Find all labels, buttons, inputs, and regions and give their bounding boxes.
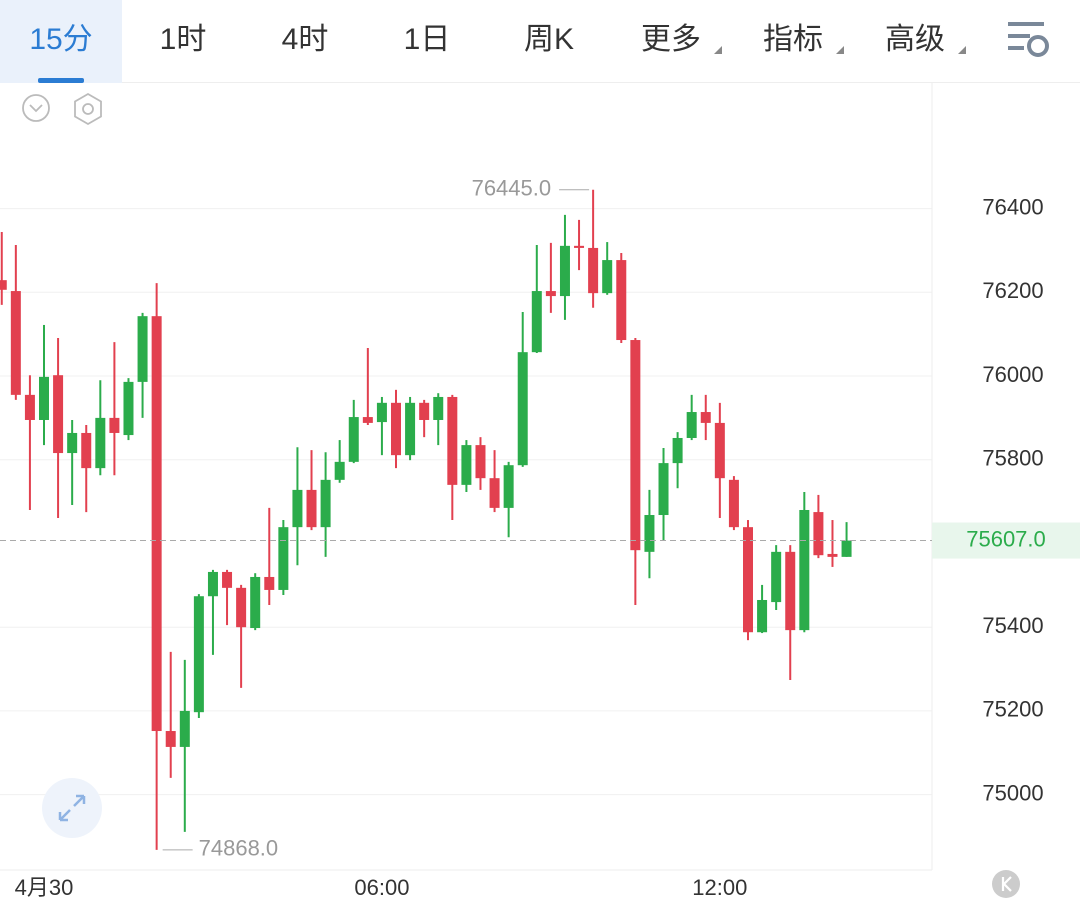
candle-body [686, 412, 697, 438]
candle-body [179, 710, 190, 747]
candle-body [334, 461, 345, 480]
max-label: 76445.0 [472, 176, 552, 201]
x-tick-label: 12:00 [692, 875, 747, 900]
candle-body [447, 396, 458, 485]
candle-body [24, 394, 35, 420]
candle-body [658, 463, 669, 516]
candle-body [757, 599, 768, 633]
candle-body [109, 417, 120, 433]
candle-body [362, 417, 373, 423]
candle-body [95, 417, 106, 469]
candle-body [10, 291, 21, 395]
candle-body [0, 280, 7, 290]
candle-body [433, 396, 444, 420]
candle-body [503, 465, 514, 508]
candle-body [405, 402, 416, 456]
candle-body [81, 432, 92, 469]
settings-dot [82, 103, 94, 115]
candle-body [559, 245, 570, 297]
candle-body [489, 478, 500, 508]
last-price-box [932, 522, 1080, 559]
candle-body [137, 316, 148, 382]
y-tick-label: 76000 [982, 362, 1043, 387]
scroll-end-button[interactable] [992, 870, 1020, 898]
period-tab[interactable]: 1时 [159, 23, 207, 56]
candle-body [728, 479, 739, 528]
candle-body [841, 540, 852, 557]
candle-body [588, 247, 599, 294]
candle-body [813, 512, 824, 556]
candle-body [672, 437, 683, 464]
candle-body [517, 352, 528, 466]
layout-gear [1027, 35, 1049, 57]
candle-body [531, 291, 542, 353]
period-tab[interactable]: 1日 [403, 23, 451, 56]
candle-body [700, 412, 711, 423]
settings-icon[interactable] [74, 92, 102, 126]
y-tick-label: 76200 [982, 278, 1043, 303]
period-tabs: 15分 1时 4时 1日 周K 更多 指标 高级 [0, 0, 1080, 83]
expand-arrows [58, 794, 86, 822]
x-tick-label: 06:00 [354, 875, 409, 900]
y-tick-label: 75000 [982, 780, 1043, 805]
candle-body [630, 340, 641, 551]
candle-body [714, 422, 725, 479]
y-tick-label: 75800 [982, 446, 1043, 471]
candle-body [151, 316, 162, 732]
y-tick-label: 75200 [982, 697, 1043, 722]
candle-body [785, 551, 796, 631]
candle-body [53, 375, 64, 454]
candle-body [616, 260, 627, 341]
candle-body [123, 381, 134, 436]
candle-body [348, 417, 359, 462]
candle-body [644, 515, 655, 552]
period-tab[interactable]: 周K [523, 23, 574, 56]
y-tick-label: 76400 [982, 194, 1043, 219]
candle-body [207, 571, 218, 597]
candle-body [165, 731, 176, 747]
period-tab[interactable]: 高级 [854, 0, 976, 83]
candle-body [574, 245, 585, 248]
candle-body [376, 402, 387, 423]
candle-body [391, 402, 401, 456]
candle-body [827, 553, 838, 557]
period-tab[interactable]: 15分 [0, 0, 122, 83]
candle-body [306, 489, 317, 528]
candle-body [799, 509, 810, 631]
candle-body [236, 587, 247, 628]
period-tab[interactable]: 指标 [732, 0, 854, 83]
candle-body [250, 576, 261, 629]
candle-body [602, 260, 613, 294]
candle-body [545, 291, 556, 297]
candle-body [264, 576, 275, 590]
candle-body [771, 551, 782, 603]
candle-body [320, 479, 331, 528]
collapse-arrow [29, 104, 43, 113]
candle-body [222, 571, 233, 588]
candle-body [67, 432, 78, 454]
x-tick-label: 4月30 [15, 875, 74, 900]
period-tab[interactable]: 4时 [281, 23, 329, 56]
period-tab[interactable]: 更多 [610, 0, 732, 83]
candle-body [193, 596, 204, 713]
min-label: 74868.0 [199, 836, 279, 861]
candle-body [292, 489, 303, 528]
candle-body [475, 445, 486, 479]
layout-lines [1008, 22, 1044, 50]
candle-body [419, 402, 430, 420]
scroll-end-icon [1001, 876, 1012, 892]
last-price-label: 75607.0 [966, 526, 1046, 551]
expand-button[interactable] [42, 778, 102, 838]
candle-body [461, 445, 472, 485]
candle-body [743, 527, 753, 633]
y-tick-label: 75400 [982, 613, 1043, 638]
collapse-icon[interactable] [22, 94, 50, 122]
candle-body [278, 527, 289, 590]
candle-body [39, 376, 49, 420]
